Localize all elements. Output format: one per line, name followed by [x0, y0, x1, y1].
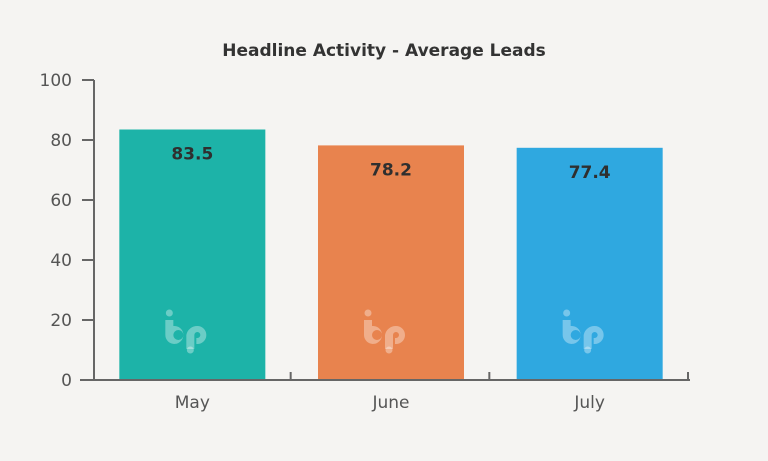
y-tick-label: 60: [50, 191, 72, 211]
watermark-b: [165, 320, 184, 344]
data-label-june: 78.2: [370, 160, 412, 180]
y-tick-label: 20: [50, 311, 72, 331]
watermark-dot: [186, 346, 194, 354]
watermark-dot: [165, 309, 173, 317]
watermark-p: [186, 325, 207, 349]
watermark-b: [364, 320, 382, 344]
x-tick-label-july: July: [573, 393, 605, 413]
y-tick-label: 80: [50, 131, 72, 151]
y-tick-label: 100: [40, 71, 72, 91]
bars-layer: [119, 129, 663, 380]
y-tick-label: 40: [50, 251, 72, 271]
data-label-july: 77.4: [569, 163, 611, 183]
watermark-dot: [385, 346, 393, 354]
data-label-may: 83.5: [171, 145, 213, 165]
watermark-b: [562, 320, 581, 344]
watermark-p: [385, 325, 405, 349]
bar-may: [119, 129, 266, 380]
watermark-dot: [584, 346, 592, 354]
chart-title: Headline Activity - Average Leads: [222, 41, 546, 61]
labels-layer: 83.5 May 78.2 June 77.4 July 0 20 40 60 80 100: [40, 71, 611, 413]
y-tick-label: 0: [61, 371, 72, 391]
x-tick-label-may: May: [175, 393, 210, 413]
watermark-logo: [364, 309, 405, 354]
watermark-p: [583, 325, 604, 349]
bar-june: [318, 145, 464, 380]
watermark-logo: [165, 309, 207, 354]
axes-layer: [80, 79, 690, 381]
watermark-logo: [562, 309, 604, 354]
bar-july: [516, 147, 663, 380]
x-tick-label-june: June: [371, 393, 409, 413]
watermark-dot: [563, 309, 571, 317]
watermark-dot: [364, 309, 372, 317]
